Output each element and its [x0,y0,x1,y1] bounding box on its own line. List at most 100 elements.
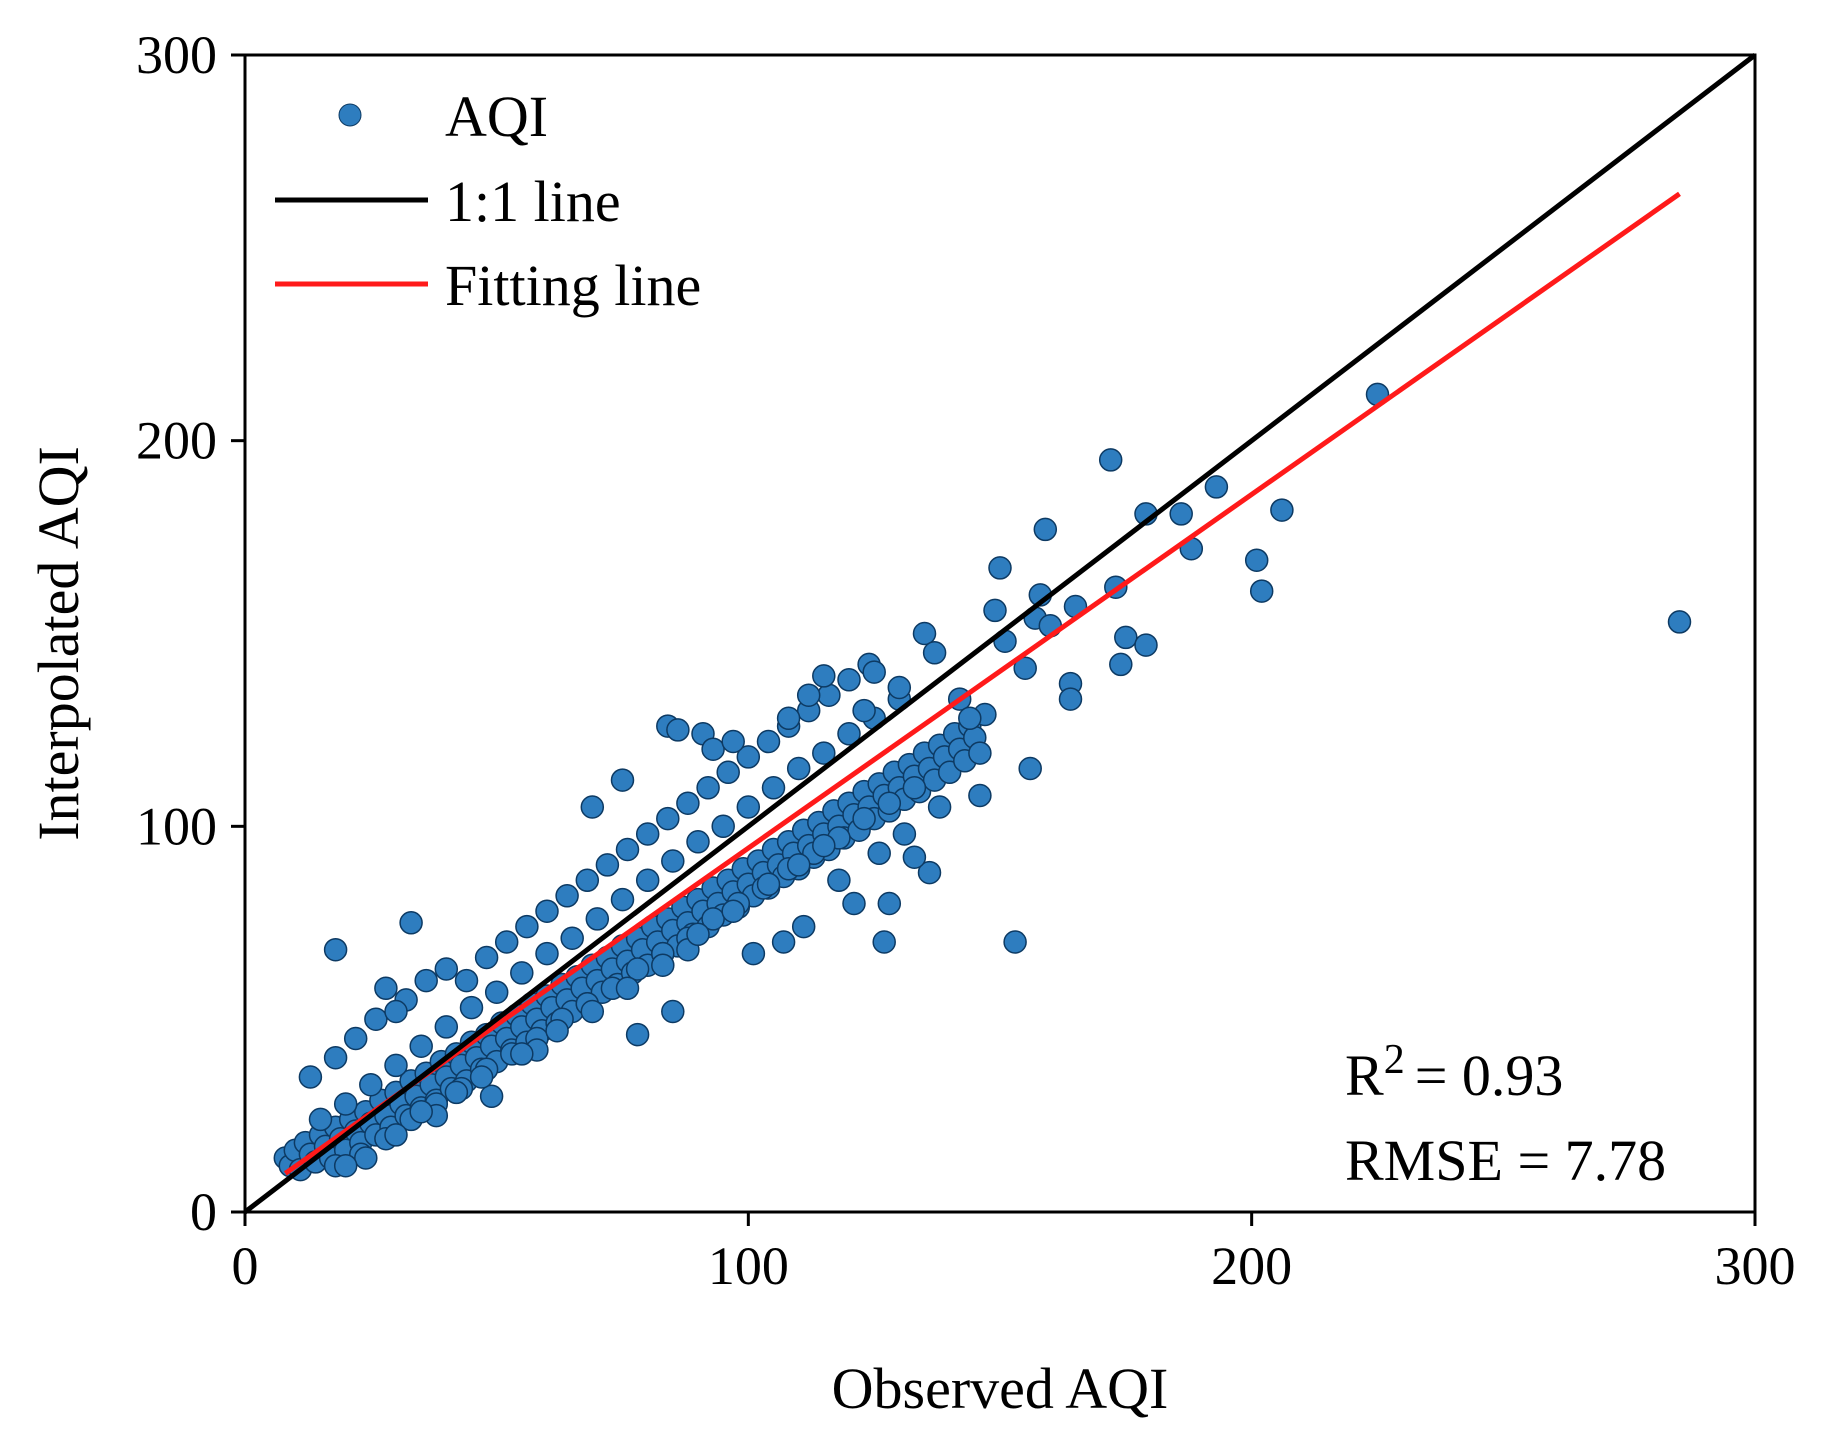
data-point [635,868,660,893]
data-point [917,860,942,885]
data-point [510,961,534,985]
data-point [535,941,559,966]
data-point [922,641,947,665]
x-axis-title: Observed AQI [832,1356,1169,1421]
data-point [585,907,610,931]
data-point [1244,548,1269,572]
data-point [968,741,992,765]
data-point [736,745,761,769]
data-point [927,795,952,819]
one-to-one-line [243,53,1757,1214]
data-point [580,795,605,819]
data-point [625,957,650,981]
data-point [308,1107,333,1132]
ticks-layer: 0 100 200 300 0 100 200 300 [136,25,1796,1296]
y-axis-title: Interpolated AQI [26,446,91,841]
data-point [1169,502,1193,526]
data-point [661,999,685,1024]
data-point [560,926,584,950]
data-point [676,791,700,815]
x-tick-label: 300 [1715,1236,1796,1296]
data-point [776,706,801,731]
data-point [958,706,982,731]
data-point [812,664,836,688]
legend-label-one-to-one: 1:1 line [445,169,621,234]
y-tick-label: 300 [136,25,217,85]
data-point [736,795,761,819]
data-point [887,675,912,700]
r-squared-label: R2 = 0.93 [1345,1037,1563,1108]
data-point [359,1072,383,1097]
data-point [968,783,992,808]
data-point [459,995,484,1020]
data-point [666,718,690,742]
data-point [1249,579,1274,603]
data-point [827,868,851,893]
data-point [812,833,836,858]
data-point [444,1080,469,1105]
data-point [535,899,559,923]
data-point [892,822,917,846]
data-point [716,760,740,785]
data-point [837,668,861,692]
x-tick-label: 0 [232,1236,259,1296]
data-point [374,976,398,1001]
data-point [696,776,720,800]
data-point [812,741,836,765]
legend-marker-aqi [338,103,362,127]
data-point [661,849,685,873]
data-point [625,1022,650,1047]
fitting-line [283,191,1681,1176]
y-tick-label: 100 [136,796,217,856]
y-tick-label: 0 [190,1182,217,1242]
data-point [771,930,796,954]
stats-annotation: R2 = 0.93 RMSE = 7.78 [1345,1037,1666,1193]
data-point [454,968,479,993]
data-point [1134,633,1158,657]
plot-frame [243,53,1757,1214]
legend-label-fitting: Fitting line [445,253,701,318]
data-point [852,806,876,831]
data-point [1667,610,1692,634]
data-point [575,868,600,893]
data-point [494,930,519,954]
data-point [545,1018,569,1043]
data-point [1114,625,1138,650]
data-point [409,1099,433,1124]
data-point [862,660,886,684]
data-point [721,729,745,754]
data-point [364,1007,388,1031]
data-point [756,729,781,754]
y-tick-label: 200 [136,411,217,471]
data-point [701,907,725,931]
data-point [902,776,927,800]
data-point [1204,475,1229,499]
data-point [1018,756,1042,781]
x-tick-label: 200 [1211,1236,1292,1296]
r-superscript: 2 [1384,1037,1405,1083]
rmse-label: RMSE = 7.78 [1345,1128,1666,1193]
lines-layer [243,53,1757,1214]
data-point [686,922,710,947]
data-point [434,1015,459,1039]
data-point [842,891,866,916]
data-point [701,737,725,761]
data-point [384,1123,408,1147]
data-point [510,1042,534,1066]
data-point [635,822,660,846]
data-point [761,776,786,800]
data-point [791,914,816,939]
data-point [786,853,811,877]
data-point [756,872,781,896]
r-symbol: R [1345,1043,1384,1108]
data-point [721,899,745,923]
data-point [837,722,861,746]
data-point [1109,652,1133,677]
data-point [610,768,635,792]
data-point [384,999,408,1024]
data-point [595,853,620,877]
data-point [786,756,811,781]
data-point [1270,498,1294,522]
data-point [298,1065,323,1089]
legend-label-aqi: AQI [445,84,548,149]
